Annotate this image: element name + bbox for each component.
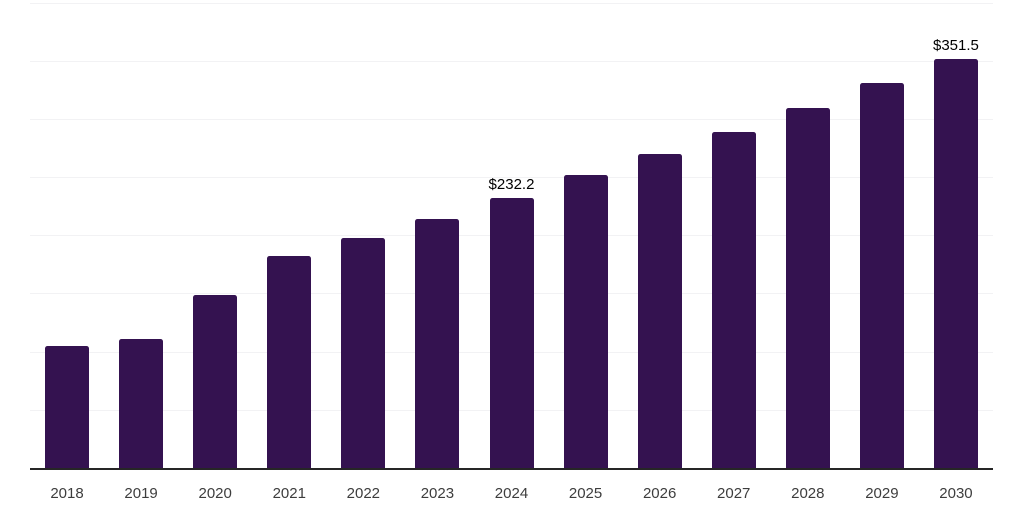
x-tick-label-2029: 2029 xyxy=(865,485,899,502)
x-tick-label-2023: 2023 xyxy=(420,485,455,502)
bar-2025 xyxy=(563,175,608,468)
bar-2027 xyxy=(711,132,756,468)
bar-2022 xyxy=(341,237,386,468)
x-tick-label-2022: 2022 xyxy=(346,485,381,502)
x-tick-label-2021: 2021 xyxy=(272,485,306,502)
gridline-350 xyxy=(30,60,993,62)
x-tick-label-2018: 2018 xyxy=(50,485,84,502)
bar-2030 xyxy=(933,58,978,468)
bar-2023 xyxy=(415,218,460,468)
bar-2029 xyxy=(859,83,904,468)
bar-2020 xyxy=(193,294,238,468)
bar-2021 xyxy=(267,255,312,468)
data-label-2024: $232.2 xyxy=(488,175,535,193)
data-label-2030: $351.5 xyxy=(933,36,979,54)
bar-2019 xyxy=(119,338,164,468)
bar-2026 xyxy=(637,154,682,468)
x-tick-label-2027: 2027 xyxy=(717,485,751,502)
x-tick-label-2024: 2024 xyxy=(494,485,529,502)
bar-2028 xyxy=(785,108,830,468)
gridline-250 xyxy=(30,177,993,179)
x-tick-label-2025: 2025 xyxy=(568,485,603,502)
x-tick-label-2030: 2030 xyxy=(939,485,973,502)
bar-2024 xyxy=(489,197,534,468)
x-tick-label-2026: 2026 xyxy=(642,485,677,502)
x-tick-label-2019: 2019 xyxy=(124,485,158,502)
gridline-300 xyxy=(30,118,993,120)
gridline-400 xyxy=(30,2,993,4)
x-tick-label-2028: 2028 xyxy=(791,485,825,502)
x-tick-label-2020: 2020 xyxy=(198,485,232,502)
x-axis-line xyxy=(30,468,993,470)
bar-2018 xyxy=(45,346,90,468)
